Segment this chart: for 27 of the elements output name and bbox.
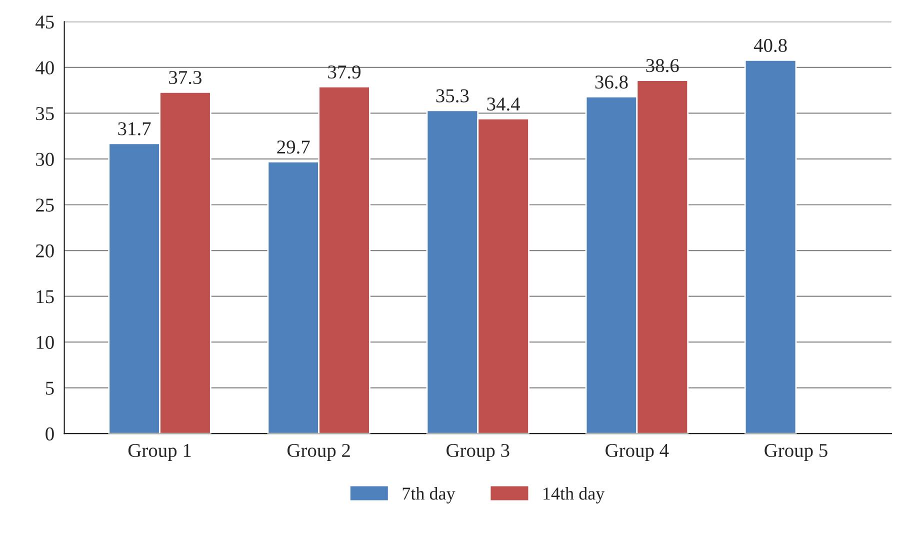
y-tick-label: 15: [36, 290, 54, 304]
data-label: 36.8: [595, 76, 628, 89]
x-tick-label: Group 2: [287, 444, 350, 461]
y-tick-label: 45: [36, 16, 54, 29]
y-tick-label: 40: [36, 61, 54, 74]
data-label: 40.8: [754, 38, 787, 52]
data-label: 37.9: [328, 65, 360, 79]
data-label: 29.7: [277, 140, 310, 154]
data-label: 38.6: [646, 59, 679, 72]
y-tick-label: 0: [46, 427, 54, 441]
x-tick-label: Group 4: [606, 444, 669, 461]
x-tick-label: Group 3: [446, 444, 510, 461]
x-tick-label: Group 1: [128, 444, 191, 461]
data-label: 34.4: [487, 98, 520, 111]
y-tick-label: 5: [46, 382, 54, 395]
x-tick-label: Group 5: [764, 444, 828, 461]
bar: [744, 59, 797, 434]
legend-label: 14th day: [544, 487, 605, 504]
y-tick-label: 30: [36, 152, 54, 166]
data-label: 31.7: [118, 122, 151, 136]
legend-label: 7th day: [402, 487, 456, 504]
y-tick-label: 20: [36, 244, 54, 258]
data-label: 35.3: [436, 89, 469, 102]
y-tick-label: 10: [36, 336, 54, 349]
y-tick-label: 35: [36, 107, 54, 120]
data-label: 37.3: [169, 70, 202, 84]
y-tick-label: 25: [36, 198, 54, 212]
